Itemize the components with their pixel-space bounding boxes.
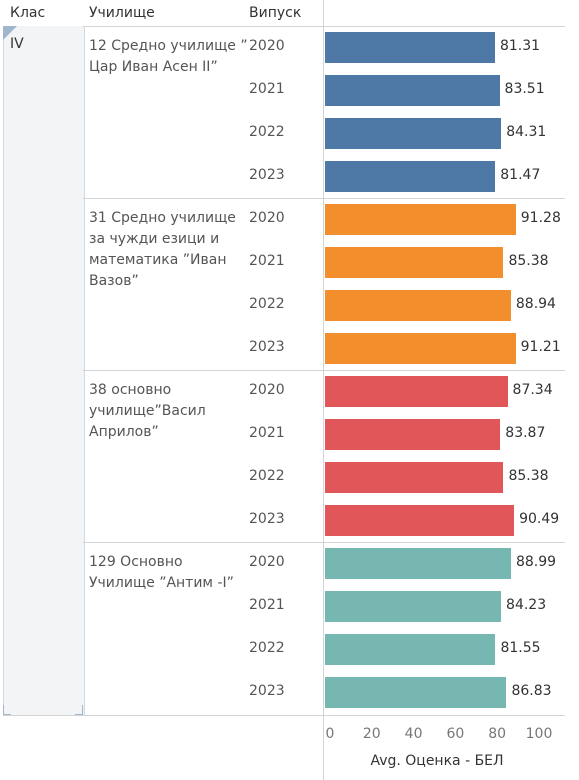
data-label: 81.31	[499, 38, 541, 54]
bar[interactable]	[325, 677, 507, 708]
year-label: 2022	[249, 468, 285, 484]
data-label: 83.51	[504, 81, 545, 97]
bar[interactable]	[325, 333, 516, 364]
x-axis-title: Avg. Оценка - БЕЛ	[370, 753, 504, 769]
selection-bottom-icon	[3, 705, 83, 715]
bar[interactable]	[325, 462, 504, 493]
data-label: 83.87	[505, 425, 546, 441]
bar[interactable]	[325, 118, 502, 149]
bar[interactable]	[325, 376, 508, 407]
bar[interactable]	[325, 204, 516, 235]
bar[interactable]	[325, 548, 511, 579]
year-label: 2022	[249, 640, 285, 656]
chart-left-border	[323, 0, 324, 780]
year-label: 2022	[249, 124, 285, 140]
data-label: 90.49	[519, 511, 560, 527]
school-name: 31 Средно училище за чужди езици и матем…	[89, 210, 236, 289]
year-label: 2021	[249, 81, 285, 97]
x-tick-label: 20	[362, 726, 381, 742]
axis-divider	[3, 715, 565, 716]
year-label: 2023	[249, 683, 285, 699]
bar[interactable]	[325, 419, 501, 450]
school-name: 12 Средно училище ” Цар Иван Асен II”	[89, 38, 248, 75]
school-name: 129 Основно Училище ”Антим -I”	[89, 554, 234, 591]
year-label: 2023	[249, 339, 285, 355]
year-label: 2021	[249, 253, 285, 269]
bar[interactable]	[325, 505, 515, 536]
bar[interactable]	[325, 634, 496, 665]
header-school: Училище	[89, 5, 155, 21]
klas-column[interactable]	[3, 26, 85, 715]
x-tick-label: 40	[404, 726, 423, 742]
data-label: 84.31	[506, 124, 547, 140]
year-label: 2020	[249, 38, 285, 54]
group-divider	[83, 542, 565, 543]
bar[interactable]	[325, 247, 504, 278]
data-label: 91.28	[520, 210, 561, 226]
year-label: 2020	[249, 210, 285, 226]
data-label: 86.83	[511, 683, 552, 699]
x-tick-label: 100	[525, 726, 553, 742]
data-label: 81.47	[500, 167, 541, 183]
data-label: 85.38	[508, 253, 549, 269]
data-label: 88.94	[515, 296, 556, 312]
bar[interactable]	[325, 75, 500, 106]
year-label: 2020	[249, 554, 285, 570]
school-name: 38 основно училище”Васил Априлов”	[89, 382, 206, 440]
klas-value: IV	[10, 36, 24, 52]
x-tick-label: 60	[446, 726, 465, 742]
year-label: 2021	[249, 425, 285, 441]
bar[interactable]	[325, 290, 511, 321]
year-label: 2020	[249, 382, 285, 398]
data-label: 81.55	[500, 640, 541, 656]
x-tick-label: 80	[488, 726, 507, 742]
year-label: 2021	[249, 597, 285, 613]
bar[interactable]	[325, 32, 495, 63]
data-label: 85.38	[508, 468, 549, 484]
data-label: 88.99	[515, 554, 557, 570]
header-year: Випуск	[249, 5, 302, 21]
group-divider	[83, 370, 565, 371]
year-label: 2023	[249, 167, 285, 183]
bar[interactable]	[325, 591, 502, 622]
bar[interactable]	[325, 161, 496, 192]
data-label: 87.34	[512, 382, 553, 398]
year-label: 2023	[249, 511, 285, 527]
header-divider	[83, 26, 565, 27]
header-klas: Клас	[10, 5, 46, 21]
data-label: 84.23	[506, 597, 547, 613]
year-label: 2022	[249, 296, 285, 312]
x-tick-label: 0	[325, 726, 335, 742]
data-label: 91.21	[520, 339, 561, 355]
selection-corner-icon	[3, 26, 17, 40]
group-divider	[83, 198, 565, 199]
